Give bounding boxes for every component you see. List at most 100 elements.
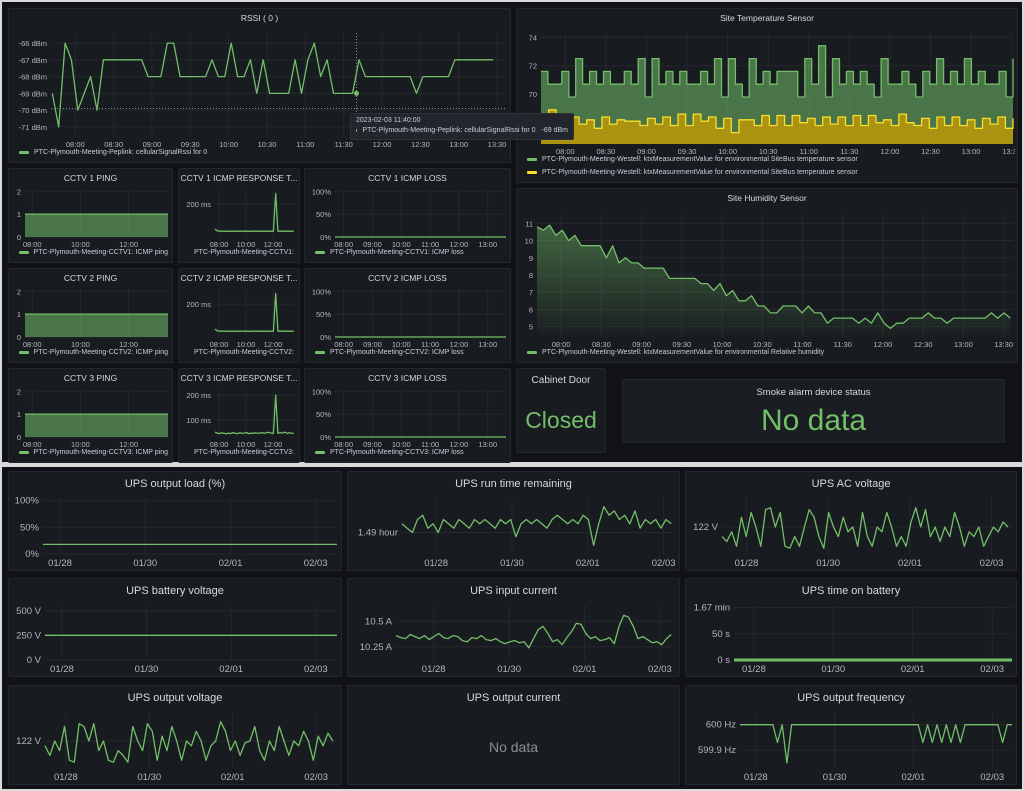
x-tick-label: 01/30	[135, 664, 159, 674]
chart-cctv3-response[interactable]: 08:00 10:00 12:00 100 ms 200 ms	[181, 385, 297, 449]
x-tick-label: 12:30	[411, 140, 430, 149]
x-tick-label: 10:00	[237, 440, 256, 449]
legend-item[interactable]: PTC-Plymouth-Meeting-Peplink: cellularSi…	[19, 146, 506, 159]
legend-item[interactable]: PTC-Plymouth-Meeting-Westell: ktxMeasure…	[527, 153, 1013, 166]
y-tick-label: 500 V	[16, 606, 41, 617]
legend-item[interactable]: PTC-Plymouth-Meeting-Westell: ktxMeasure…	[527, 166, 1013, 179]
x-tick-label: 02/03	[652, 558, 676, 568]
panel-title: CCTV 1 ICMP LOSS	[368, 173, 447, 183]
panel-title: Cabinet Door	[531, 375, 591, 386]
x-tick-label: 01/30	[816, 558, 840, 568]
legend-item[interactable]: PTC-Plymouth-Meeting-CCTV3: I	[189, 446, 295, 459]
x-tick-label: 13:00	[478, 440, 497, 449]
y-tick-label: 50%	[316, 410, 331, 419]
panel-ups-battery-voltage[interactable]: UPS battery voltage 01/28 01/30 02/01 02/03 0…	[8, 578, 342, 677]
legend-label: PTC-Plymouth-Meeting-CCTV1: I	[194, 249, 295, 256]
chart-ups-output-load[interactable]: 01/28 01/30 02/01 02/03 0% 50% 100%	[11, 494, 339, 568]
x-tick-label: 12:00	[264, 240, 283, 249]
panel-ups-output-current[interactable]: UPS output current No data	[347, 685, 680, 785]
legend-item[interactable]: PTC-Plymouth-Meeting-CCTV1: I	[189, 246, 295, 259]
x-tick-label: 02/01	[898, 558, 922, 568]
x-tick-label: 12:30	[914, 340, 933, 349]
series-area	[25, 214, 168, 237]
x-tick-label: 01/30	[823, 772, 847, 782]
chart-cctv2-ping[interactable]: 08:00 10:00 12:00 0 1 2	[11, 285, 170, 349]
panel-cctv2-loss[interactable]: CCTV 2 ICMP LOSS 08:00 09:00 10:00 11:00 12:0…	[304, 268, 511, 363]
panel-cctv3-ping[interactable]: CCTV 3 PING 08:00 10:00 12:00 0 1 2 PTC-Plymout…	[8, 368, 173, 463]
chart-humidity[interactable]: 08:00 08:30 09:00 09:30 10:00 10:30 11:00 11:30…	[519, 209, 1015, 349]
chart-ups-run-time[interactable]: 01/28 01/30 02/01 02/03 1.49 hour	[350, 494, 677, 568]
chart-ups-input-current[interactable]: 01/28 01/30 02/01 02/03 10.25 A 10.5 A	[350, 601, 677, 674]
panel-ups-ac-voltage[interactable]: UPS AC voltage 01/28 01/30 02/01 02/03 122 V	[685, 471, 1017, 571]
legend-item[interactable]: PTC-Plymouth-Meeting-CCTV3: ICMP ping	[19, 446, 168, 459]
chart-cctv1-loss[interactable]: 08:00 09:00 10:00 11:00 12:00 13:00 0% 50% 100%	[307, 185, 508, 249]
panel-cctv3-loss[interactable]: CCTV 3 ICMP LOSS 08:00 09:00 10:00 11:00 12:0…	[304, 368, 511, 463]
y-tick-label: -70 dBm	[19, 106, 47, 115]
legend: PTC-Plymouth-Meeting-CCTV3: ICMP loss	[315, 446, 506, 459]
x-tick-label: 02/01	[219, 558, 243, 568]
hover-point	[353, 90, 359, 96]
x-tick-label: 09:00	[363, 440, 382, 449]
panel-title: Smoke alarm device status	[756, 387, 871, 398]
panel-ups-time-on-battery[interactable]: UPS time on battery 01/28 01/30 02/01 02/03 0…	[685, 578, 1017, 677]
chart-cctv2-response[interactable]: 08:00 10:00 12:00 200 ms	[181, 285, 297, 349]
series-line	[44, 721, 334, 763]
panel-ups-input-current[interactable]: UPS input current 01/28 01/30 02/01 02/03 10.…	[347, 578, 680, 677]
panel-cctv1-loss[interactable]: CCTV 1 ICMP LOSS 08:00 09:00 10:00 11:00 12:0…	[304, 168, 511, 263]
panel-humidity[interactable]: Site Humidity Sensor 08:00 08:30 09:00 09:30…	[516, 188, 1018, 363]
panel-cctv3-response[interactable]: CCTV 3 ICMP RESPONSE T... 08:00 10:00 12:00…	[178, 368, 300, 463]
x-tick-label: 12:00	[119, 340, 138, 349]
legend: PTC-Plymouth-Meeting-CCTV1: ICMP ping	[19, 246, 168, 259]
x-tick-label: 11:00	[793, 340, 811, 349]
legend-item[interactable]: PTC-Plymouth-Meeting-CCTV2: ICMP loss	[315, 346, 506, 359]
x-tick-label: 08:30	[597, 147, 616, 156]
series-line	[721, 507, 1009, 549]
panel-ups-output-load[interactable]: UPS output load (%) 01/28 01/30 02/01 02/03 0…	[8, 471, 342, 571]
chart-ups-battery-voltage[interactable]: 01/28 01/30 02/01 02/03 0 V 250 V 500 V	[11, 601, 339, 674]
y-tick-label: 0	[17, 333, 21, 342]
legend-item[interactable]: PTC-Plymouth-Meeting-CCTV1: ICMP loss	[315, 246, 506, 259]
panel-ups-output-voltage[interactable]: UPS output voltage 01/28 01/30 02/01 02/03 12…	[8, 685, 342, 785]
legend-label: PTC-Plymouth-Meeting-CCTV2: I	[194, 349, 295, 356]
chart-cctv1-ping[interactable]: 08:00 10:00 12:00 0 1 2	[11, 185, 170, 249]
x-tick-label: 01/28	[744, 772, 768, 782]
panel-ups-run-time[interactable]: UPS run time remaining 01/28 01/30 02/01 02/…	[347, 471, 680, 571]
panel-cctv2-ping[interactable]: CCTV 2 PING 08:00 10:00 12:00 0 1 2 PTC-Plymout…	[8, 268, 173, 363]
legend-item[interactable]: PTC-Plymouth-Meeting-CCTV3: ICMP loss	[315, 446, 506, 459]
panel-smoke-alarm[interactable]: Smoke alarm device status No data	[622, 379, 1005, 443]
chart-temperature[interactable]: 08:00 08:30 09:00 09:30 10:00 10:30 11:00 11:30…	[519, 29, 1015, 156]
chart-rssi[interactable]: 08:00 08:30 09:00 09:30 10:00 10:30 11:00 11:30…	[11, 29, 508, 149]
panel-title: CCTV 3 ICMP LOSS	[368, 373, 447, 383]
series-line	[401, 505, 672, 547]
panel-ups-output-frequency[interactable]: UPS output frequency 01/28 01/30 02/01 02/03…	[685, 685, 1017, 785]
chart-cctv2-loss[interactable]: 08:00 09:00 10:00 11:00 12:00 13:00 0% 50% 100%	[307, 285, 508, 349]
y-tick-label: 50%	[20, 522, 40, 533]
x-tick-label: 01/30	[821, 664, 845, 674]
panel-temperature[interactable]: Site Temperature Sensor 08:00 08:30 09:00 09…	[516, 8, 1018, 183]
chart-cctv3-ping[interactable]: 08:00 10:00 12:00 0 1 2	[11, 385, 170, 449]
legend-label: PTC-Plymouth-Meeting-CCTV3: I	[194, 449, 295, 456]
x-tick-label: 11:30	[834, 340, 852, 349]
y-tick-label: 1.49 hour	[358, 527, 398, 538]
chart-ups-time-on-battery[interactable]: 01/28 01/30 02/01 02/03 0 s 50 s 1.67 min	[688, 601, 1014, 674]
legend-label: PTC-Plymouth-Meeting-Westell: ktxMeasure…	[542, 156, 858, 163]
legend-item[interactable]: PTC-Plymouth-Meeting-CCTV2: ICMP ping	[19, 346, 168, 359]
chart-ups-output-frequency[interactable]: 01/28 01/30 02/01 02/03 600 Hz 599.9 Hz	[688, 708, 1014, 782]
legend-item[interactable]: PTC-Plymouth-Meeting-Westell: ktxMeasure…	[527, 346, 1013, 359]
y-tick-label: 72	[529, 62, 537, 71]
panel-cctv1-response[interactable]: CCTV 1 ICMP RESPONSE T... 08:00 10:00 12:00…	[178, 168, 300, 263]
legend-item[interactable]: PTC-Plymouth-Meeting-CCTV1: ICMP ping	[19, 246, 168, 259]
series-line	[541, 109, 1014, 134]
panel-cctv1-ping[interactable]: CCTV 1 PING 08:00 10:00 12:00 0 1 2 PTC-Plymout…	[8, 168, 173, 263]
legend-item[interactable]: PTC-Plymouth-Meeting-CCTV2: I	[189, 346, 295, 359]
chart-ups-ac-voltage[interactable]: 01/28 01/30 02/01 02/03 122 V	[688, 494, 1014, 568]
panel-cctv2-response[interactable]: CCTV 2 ICMP RESPONSE T... 08:00 10:00 12:00…	[178, 268, 300, 363]
y-tick-label: 100%	[312, 187, 332, 196]
panel-title: Site Humidity Sensor	[727, 193, 807, 203]
chart-ups-output-voltage[interactable]: 01/28 01/30 02/01 02/03 122 V	[11, 708, 339, 782]
x-tick-label: 10:00	[713, 340, 732, 349]
chart-cctv1-response[interactable]: 08:00 10:00 12:00 200 ms	[181, 185, 297, 249]
chart-cctv3-loss[interactable]: 08:00 09:00 10:00 11:00 12:00 13:00 0% 50% 100%	[307, 385, 508, 449]
panel-title: Site Temperature Sensor	[720, 13, 814, 23]
panel-cabinet-door[interactable]: Cabinet Door Closed	[516, 368, 606, 453]
